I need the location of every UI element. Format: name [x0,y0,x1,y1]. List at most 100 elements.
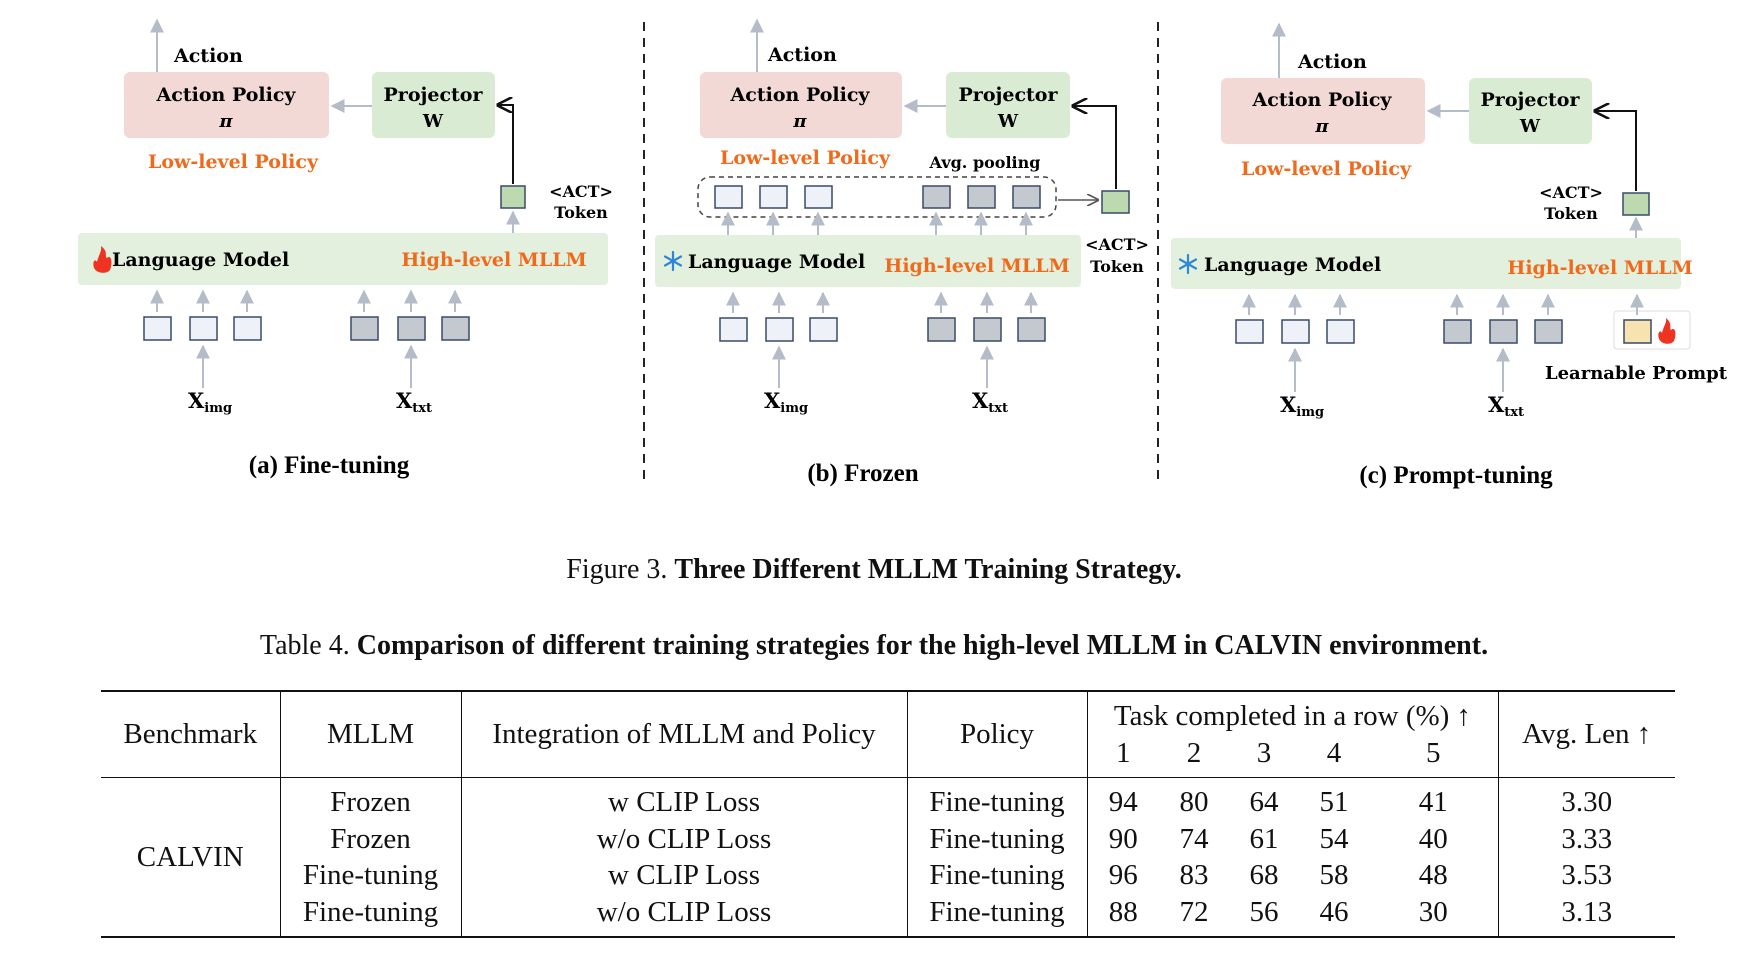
act-to-projector-arrow [1073,106,1117,189]
mllm-cell: Frozen [280,820,462,857]
table-row: Fine-tuning w/o CLIP Loss Fine-tuning 88… [101,893,1675,937]
task-cell: 64 [1249,786,1279,818]
text-tokens [1443,319,1563,344]
image-tokens [143,316,262,341]
header-mllm: MLLM [280,691,462,778]
act-token-label: <ACT> [1539,183,1603,202]
high-level-mllm-label: High-level MLLM [401,249,586,271]
action-policy-box [124,72,329,138]
table-row: CALVIN Frozen w CLIP Loss Fine-tuning 94… [101,777,1675,938]
language-model-box [655,235,1081,287]
pool-arrows [721,211,1033,235]
projector-title: Projector [1481,89,1581,111]
projector-symbol: W [997,111,1019,132]
task-cell: 54 [1319,822,1349,855]
x-txt-label: Xtxt [1488,392,1524,420]
action-label: Action [767,44,837,66]
integration-cell: w/o CLIP Loss [461,893,908,937]
projector-title: Projector [959,84,1059,106]
act-token [1101,190,1130,214]
table-caption-title: Comparison of different training strateg… [356,630,1489,661]
panel-frozen: Action Action Policy π Projector W Low-l… [655,18,1149,487]
projector-symbol: W [422,111,444,132]
token-arrows [150,289,462,388]
action-policy-box [1221,78,1425,144]
header-integration: Integration of MLLM and Policy [461,691,908,778]
mllm-cell: Fine-tuning [280,857,462,894]
figure-caption-title: Three Different MLLM Training Strategy. [674,554,1182,585]
act-token-label-2: Token [554,203,608,222]
action-label: Action [173,45,243,67]
image-tokens [1235,319,1355,344]
policy-cell: Fine-tuning [907,857,1088,894]
act-to-projector-arrow [498,105,514,184]
header-task-3: 3 [1256,736,1272,769]
task-cell: 40 [1369,820,1499,857]
projector-box [372,72,495,138]
task-cell: 68 [1249,859,1279,891]
language-model-box [1171,238,1681,289]
policy-cell: Fine-tuning [907,820,1088,857]
action-policy-title: Action Policy [156,84,297,106]
table-caption-prefix: Table 4. [259,630,350,661]
panel-label: (c) Prompt-tuning [1359,462,1553,489]
token-arrows [726,291,1038,388]
header-benchmark: Benchmark [101,691,281,778]
results-table: Benchmark MLLM Integration of MLLM and P… [101,690,1675,938]
table-row: Fine-tuning w CLIP Loss Fine-tuning 96 8… [101,857,1675,894]
policy-symbol: π [218,111,233,132]
integration-cell: w/o CLIP Loss [461,820,908,857]
task-cell: 94 [1108,786,1138,818]
task-cell: 74 [1179,822,1209,855]
projector-symbol: W [1519,116,1541,137]
training-strategy-figure: Action Action Policy π Projector W Low-l… [78,18,1728,489]
x-txt-label: Xtxt [396,388,432,416]
high-level-mllm-label: High-level MLLM [1507,257,1692,279]
act-token-label-2: Token [1090,257,1144,276]
task-cell: 96 [1108,859,1138,891]
act-token-label-2: Token [1544,204,1598,223]
action-policy-title: Action Policy [730,84,871,106]
projector-title: Projector [384,84,484,106]
x-txt-label: Xtxt [972,388,1008,416]
integration-cell: w CLIP Loss [461,777,908,821]
header-task-2: 2 [1186,736,1202,769]
header-task-5: 5 [1369,734,1499,778]
flame-icon [1658,318,1676,344]
avg-len-cell: 3.33 [1561,822,1613,855]
low-level-policy-label: Low-level Policy [720,147,891,169]
figure-caption-prefix: Figure 3. [566,554,668,585]
task-cell: 56 [1249,895,1279,928]
avg-len-cell: 3.13 [1561,895,1613,928]
table-caption: Table 4. Comparison of different trainin… [0,630,1748,662]
benchmark-cell: CALVIN [101,777,281,938]
header-avg-len: Avg. Len ↑ [1522,718,1652,751]
projector-box [1469,78,1592,144]
action-label: Action [1297,51,1367,73]
learnable-prompt-token [1623,319,1652,344]
flame-icon [93,246,112,273]
task-cell: 83 [1179,859,1209,891]
header-task-1: 1 [1116,736,1131,769]
language-model-label: Language Model [112,249,289,271]
task-cell: 41 [1369,777,1499,821]
figure-caption: Figure 3. Three Different MLLM Training … [0,554,1748,586]
text-tokens [350,316,470,341]
header-task-4: 4 [1326,736,1342,769]
policy-symbol: π [1314,116,1329,137]
task-cell: 58 [1319,859,1349,891]
act-token-label: <ACT> [1085,235,1149,254]
integration-cell: w CLIP Loss [461,857,908,894]
task-cell: 90 [1108,822,1138,855]
act-token-label: <ACT> [549,182,613,201]
task-cell: 88 [1108,895,1138,928]
panel-label: (b) Frozen [807,460,918,487]
mllm-cell: Fine-tuning [280,893,462,937]
language-model-label: Language Model [688,251,865,273]
pooling-group [697,176,1057,218]
action-policy-title: Action Policy [1252,89,1393,111]
panel-label: (a) Fine-tuning [249,452,410,479]
snowflake-icon [1178,253,1198,275]
snowflake-icon [663,250,683,272]
low-level-policy-label: Low-level Policy [148,151,319,173]
